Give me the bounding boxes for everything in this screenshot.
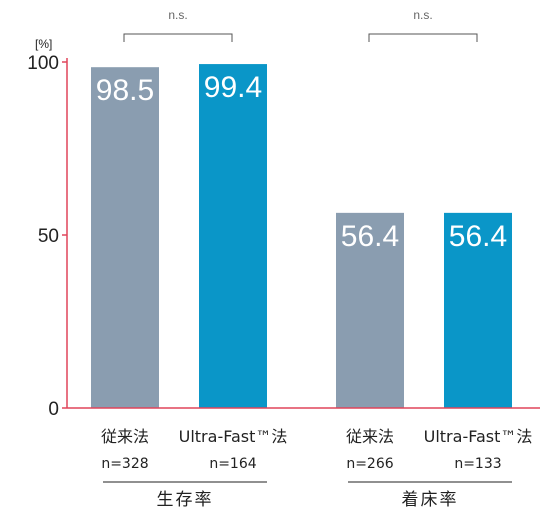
- category-label: 従来法: [101, 427, 149, 446]
- significance-label: n.s.: [168, 8, 187, 22]
- category-label: Ultra-Fast™法: [179, 427, 288, 446]
- bars: [91, 64, 512, 409]
- category-labels: 従来法 n=328 Ultra-Fast™法 n=164 従来法 n=266 Ultra-F…: [101, 427, 532, 472]
- sample-size-label: n=164: [209, 456, 256, 472]
- sample-size-label: n=328: [101, 456, 148, 472]
- sample-size-label: n=133: [454, 456, 501, 472]
- group-label: 生存率: [157, 490, 214, 510]
- y-axis-ticks: 0 50 100: [27, 53, 67, 420]
- group-label: 着床率: [402, 490, 459, 510]
- data-label: 56.4: [341, 220, 399, 253]
- bar: [91, 67, 159, 408]
- sample-size-label: n=266: [346, 456, 393, 472]
- data-label: 56.4: [449, 220, 507, 253]
- group-labels: 生存率 着床率: [103, 481, 512, 510]
- data-labels: 98.5 99.4 56.4 56.4: [96, 71, 507, 253]
- category-label: Ultra-Fast™法: [424, 427, 533, 446]
- y-tick-label: 100: [27, 53, 59, 74]
- significance-bracket: [123, 33, 233, 42]
- data-label: 98.5: [96, 74, 154, 107]
- significance-brackets: n.s. n.s.: [123, 8, 478, 42]
- bar: [444, 212, 512, 408]
- bar: [199, 64, 267, 409]
- y-tick-label: 0: [48, 399, 59, 420]
- category-label: 従来法: [346, 427, 394, 446]
- significance-bracket: [368, 33, 478, 42]
- y-tick-label: 50: [38, 226, 59, 247]
- bar: [336, 212, 404, 408]
- significance-label: n.s.: [413, 8, 432, 22]
- data-label: 99.4: [204, 71, 262, 104]
- y-axis-unit: [%]: [35, 37, 52, 51]
